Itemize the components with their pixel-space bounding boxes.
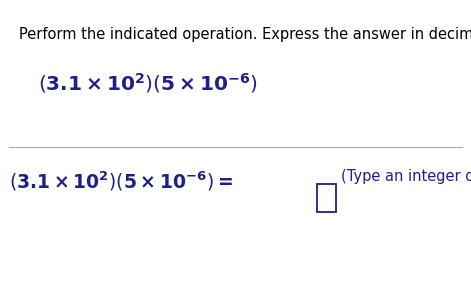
Text: $\mathbf{\left(3.1\times10^{2}\right)\left(5\times10^{-6}\right)=}$: $\mathbf{\left(3.1\times10^{2}\right)\le… (9, 169, 233, 193)
Text: (Type an integer or a decimal.): (Type an integer or a decimal.) (341, 169, 471, 184)
Text: $\mathbf{\left(3.1\times10^{2}\right)\left(5\times10^{-6}\right)}$: $\mathbf{\left(3.1\times10^{2}\right)\le… (38, 71, 257, 95)
Text: Perform the indicated operation. Express the answer in decimal notation.: Perform the indicated operation. Express… (19, 27, 471, 42)
